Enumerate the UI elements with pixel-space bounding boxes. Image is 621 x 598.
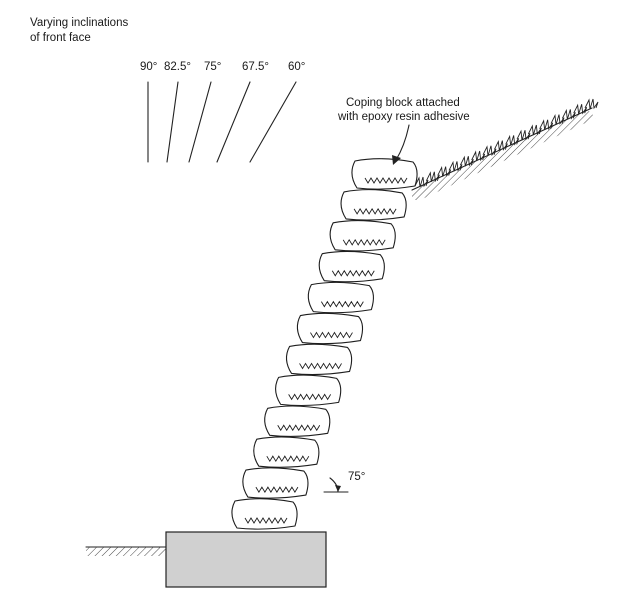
grass-tuft xyxy=(550,114,565,125)
grass-tuft xyxy=(561,108,576,120)
grass-tuft xyxy=(516,129,531,141)
grass-tuft xyxy=(539,119,554,131)
inclination-line-60 xyxy=(249,81,297,163)
inclination-references: 90° 82.5° 75° 67.5° 60° xyxy=(140,61,305,163)
wall-block xyxy=(307,281,374,314)
coping-block xyxy=(351,158,418,190)
title-line-2: of front face xyxy=(30,32,91,44)
wall-block xyxy=(264,405,331,437)
coping-note-line-2: with epoxy resin adhesive xyxy=(337,111,470,123)
concrete-foundation xyxy=(165,531,327,588)
backfill-slope xyxy=(411,98,599,200)
ground-left xyxy=(85,546,167,556)
wall-block xyxy=(318,250,385,283)
wall-block xyxy=(275,374,342,407)
grass-tuft xyxy=(493,140,508,151)
wall-block xyxy=(253,436,320,468)
wall-block xyxy=(296,312,364,345)
wall-block xyxy=(329,220,396,252)
wall-angle-label: 75° xyxy=(348,471,365,483)
grass-tufts xyxy=(414,98,599,188)
wall-angle-indicator: 75° xyxy=(323,471,365,493)
grass-tuft xyxy=(482,145,497,157)
coping-arrow xyxy=(392,124,410,165)
title-line-1: Varying inclinations xyxy=(30,17,128,29)
inclination-label-75: 75° xyxy=(204,61,221,73)
grass-tuft xyxy=(414,176,429,188)
wall-block xyxy=(340,189,407,221)
wall-block xyxy=(242,467,309,499)
wall-block xyxy=(231,498,298,530)
inclination-label-90: 90° xyxy=(140,61,157,73)
wall-block xyxy=(285,343,353,376)
grass-tuft xyxy=(527,124,542,136)
grass-tuft xyxy=(573,103,588,115)
inclination-line-67-5 xyxy=(216,81,251,163)
inclination-label-67-5: 67.5° xyxy=(242,61,269,73)
grass-tuft xyxy=(425,171,440,183)
grass-tuft xyxy=(584,98,599,110)
inclination-line-82-5 xyxy=(166,81,179,163)
inclination-line-75 xyxy=(188,81,212,163)
grass-tuft xyxy=(459,155,474,167)
inclination-label-82-5: 82.5° xyxy=(164,61,191,73)
grass-tuft xyxy=(437,166,452,177)
grass-tuft xyxy=(448,160,463,172)
grass-tuft xyxy=(471,150,486,162)
grass-tuft xyxy=(505,134,520,146)
coping-note-line-1: Coping block attached xyxy=(346,97,460,109)
block-wall xyxy=(231,158,418,530)
inclination-label-60: 60° xyxy=(288,61,305,73)
